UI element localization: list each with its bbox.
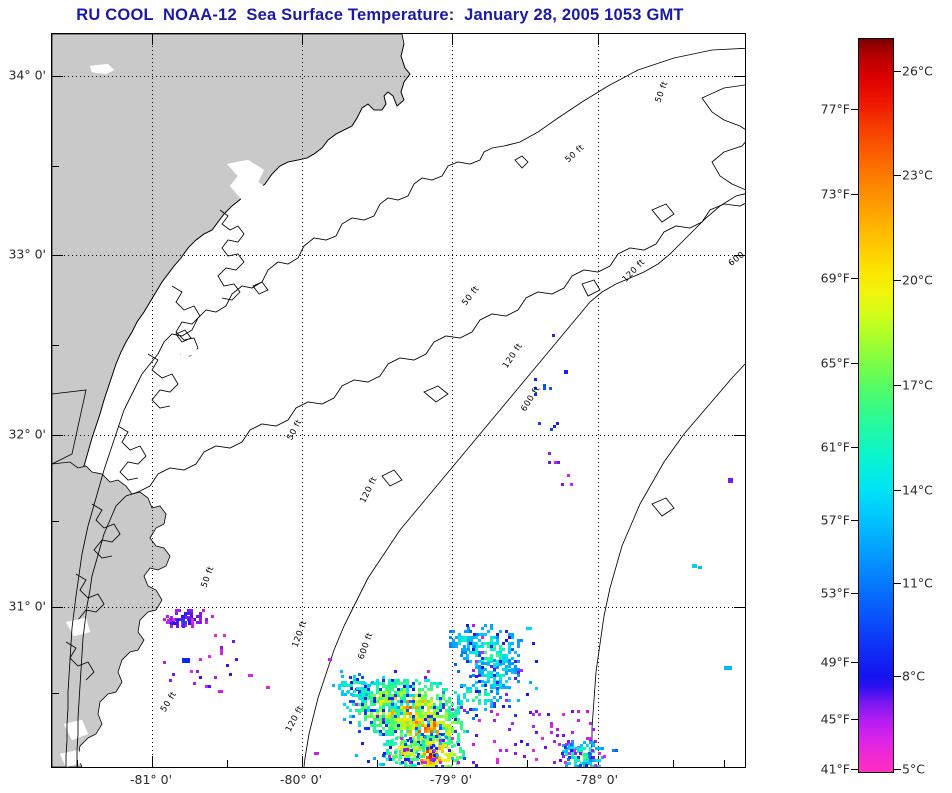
- colorbar: 77°F 73°F 69°F 65°F 61°F 57°F 53°F 49°F 45°F 41°F…: [821, 38, 933, 777]
- gridline-lat-32: [52, 435, 745, 436]
- x-axis-tick-label: -81° 0': [129, 772, 173, 787]
- colorbar-tick-fahrenheit: [851, 769, 858, 770]
- xtick-minor: [724, 760, 725, 767]
- ytick-major: [52, 76, 63, 77]
- colorbar-tick-celsius: [894, 385, 901, 386]
- coastline-and-bathymetry: [52, 34, 745, 767]
- ytick-right: [734, 435, 745, 436]
- gridline-lon-80: [302, 34, 303, 767]
- colorbar-label-celsius: 20°C: [902, 272, 933, 288]
- y-axis-tick-label: 34° 0': [8, 67, 46, 83]
- colorbar-tick-celsius: [894, 769, 901, 770]
- ytick-minor: [52, 345, 59, 346]
- xtick-minor: [227, 760, 228, 767]
- gridline-lon-78: [598, 34, 599, 767]
- colorbar-tick-fahrenheit: [851, 719, 858, 720]
- colorbar-label-fahrenheit: 45°F: [820, 711, 850, 727]
- gridline-lon-79: [452, 34, 453, 767]
- y-axis-tick-label: 31° 0': [8, 598, 46, 614]
- ytick-right: [734, 607, 745, 608]
- xtick-top: [452, 34, 453, 45]
- colorbar-tick-celsius: [894, 175, 901, 176]
- xtick-top: [152, 34, 153, 45]
- xtick-major: [152, 756, 153, 767]
- ytick-major: [52, 255, 63, 256]
- colorbar-gradient: [858, 38, 894, 773]
- xtick-top: [302, 34, 303, 45]
- colorbar-tick-fahrenheit: [851, 593, 858, 594]
- colorbar-label-celsius: 14°C: [902, 482, 933, 498]
- colorbar-tick-fahrenheit: [851, 520, 858, 521]
- ytick-minor: [52, 693, 59, 694]
- ytick-minor: [52, 521, 59, 522]
- ytick-right: [734, 255, 745, 256]
- ytick-minor: [52, 166, 59, 167]
- colorbar-tick-celsius: [894, 490, 901, 491]
- ytick-right: [734, 76, 745, 77]
- map-canvas: 50 ft 50 ft 50 ft 50 ft 50 ft 50 ft 120 ft 120 …: [52, 34, 745, 767]
- colorbar-tick-celsius: [894, 280, 901, 281]
- colorbar-label-fahrenheit: 53°F: [820, 585, 850, 601]
- page-title: RU COOL NOAA-12 Sea Surface Temperature:…: [76, 6, 684, 24]
- colorbar-label-celsius: 26°C: [902, 63, 933, 79]
- gridline-lat-33: [52, 255, 745, 256]
- colorbar-tick-fahrenheit: [851, 363, 858, 364]
- xtick-minor: [673, 760, 674, 767]
- y-axis-tick-label: 32° 0': [8, 426, 46, 442]
- x-axis-tick-label: -78° 0': [575, 772, 619, 787]
- gridline-lat-34: [52, 76, 745, 77]
- colorbar-tick-fahrenheit: [851, 109, 858, 110]
- xtick-minor: [527, 760, 528, 767]
- colorbar-tick-fahrenheit: [851, 278, 858, 279]
- ytick-major: [52, 607, 63, 608]
- x-axis-tick-label: -79° 0': [429, 772, 473, 787]
- colorbar-tick-celsius: [894, 71, 901, 72]
- colorbar-label-fahrenheit: 77°F: [820, 101, 850, 117]
- sst-pixel-layer: [52, 34, 745, 767]
- colorbar-label-fahrenheit: 49°F: [820, 654, 850, 670]
- colorbar-label-celsius: 5°C: [902, 761, 925, 777]
- colorbar-tick-celsius: [894, 583, 901, 584]
- colorbar-label-celsius: 17°C: [902, 377, 933, 393]
- colorbar-tick-celsius: [894, 676, 901, 677]
- xtick-major: [302, 756, 303, 767]
- x-axis-tick-label: -80° 0': [279, 772, 323, 787]
- colorbar-tick-fahrenheit: [851, 194, 858, 195]
- colorbar-label-fahrenheit: 69°F: [820, 270, 850, 286]
- gridline-lat-31: [52, 607, 745, 608]
- colorbar-label-fahrenheit: 65°F: [820, 355, 850, 371]
- colorbar-label-fahrenheit: 41°F: [820, 761, 850, 777]
- colorbar-label-fahrenheit: 73°F: [820, 186, 850, 202]
- colorbar-label-celsius: 11°C: [902, 575, 933, 591]
- colorbar-label-celsius: 8°C: [902, 668, 925, 684]
- xtick-minor: [377, 760, 378, 767]
- colorbar-label-celsius: 23°C: [902, 167, 933, 183]
- gridline-lon-81: [152, 34, 153, 767]
- sst-map-plot: 50 ft 50 ft 50 ft 50 ft 50 ft 50 ft 120 ft 120 …: [51, 33, 746, 768]
- colorbar-tick-fahrenheit: [851, 447, 858, 448]
- colorbar-label-fahrenheit: 61°F: [820, 439, 850, 455]
- colorbar-tick-fahrenheit: [851, 662, 858, 663]
- colorbar-label-fahrenheit: 57°F: [820, 512, 850, 528]
- xtick-minor: [77, 760, 78, 767]
- y-axis-tick-label: 33° 0': [8, 246, 46, 262]
- xtick-major: [452, 756, 453, 767]
- xtick-top: [598, 34, 599, 45]
- ytick-major: [52, 435, 63, 436]
